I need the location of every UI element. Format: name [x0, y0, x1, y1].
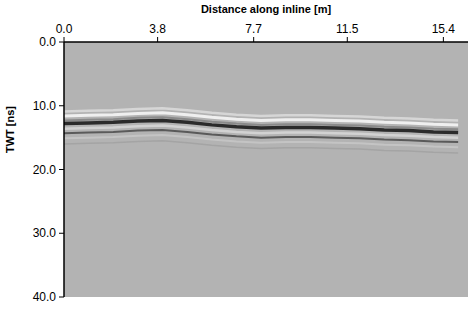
x-tick-label: 15.4 [432, 22, 456, 36]
y-tick-label: 30.0 [33, 226, 57, 240]
x-tick-label: 0.0 [56, 22, 73, 36]
x-tick [157, 37, 158, 42]
y-tick [59, 169, 64, 170]
y-tick [59, 42, 64, 43]
reflector-band [64, 141, 458, 153]
y-tick [59, 233, 64, 234]
x-tick [253, 37, 254, 42]
y-tick [59, 297, 64, 298]
y-axis-title: TWT [ns] [4, 106, 16, 153]
x-axis-title: Distance along inline [m] [201, 3, 332, 15]
chart: 0.0 3.8 7.7 11.5 15.4 0.0 10.0 20.0 30.0 40.0 Dist… [0, 0, 474, 326]
x-axis-line [64, 41, 468, 43]
y-tick-label: 20.0 [33, 163, 57, 177]
x-tick [64, 37, 65, 42]
x-tick-label: 3.8 [149, 22, 166, 36]
x-tick [347, 37, 348, 42]
x-tick [443, 37, 444, 42]
y-tick-label: 10.0 [33, 99, 57, 113]
x-tick-label: 11.5 [336, 22, 359, 36]
y-tick [59, 105, 64, 106]
y-tick-label: 40.0 [33, 290, 57, 304]
reflector-band [64, 135, 458, 147]
data-group [64, 108, 458, 153]
y-tick-label: 0.0 [39, 35, 56, 49]
x-tick-label: 7.7 [245, 22, 262, 36]
plot-background [64, 42, 468, 297]
